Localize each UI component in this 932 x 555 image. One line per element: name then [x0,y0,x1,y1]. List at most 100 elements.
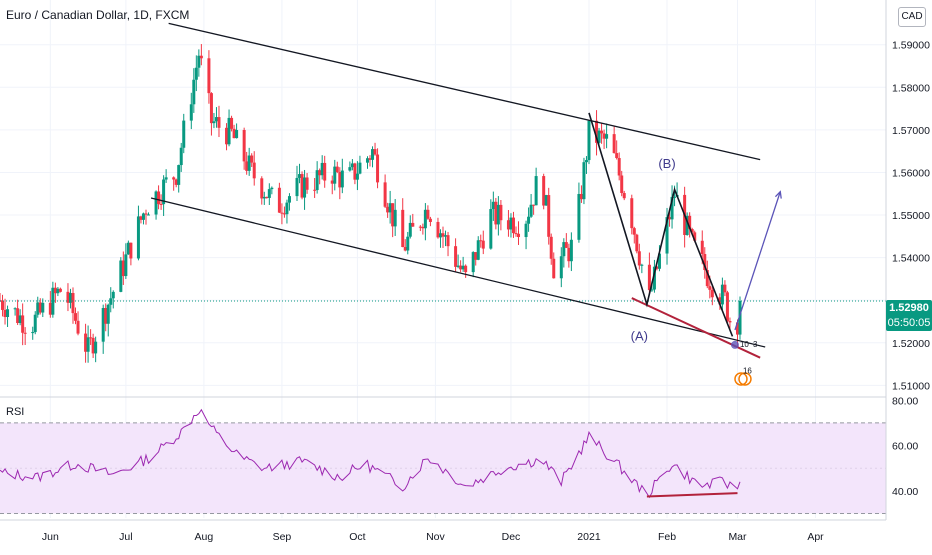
candle-body [58,288,62,292]
candle-body [622,193,626,199]
candle-body [182,120,186,148]
price-tick-label: 1.57000 [892,125,930,137]
candle-body [159,203,163,205]
candle-body [532,204,536,206]
candle-body [157,191,161,204]
candle-body [94,341,98,354]
candle-body [235,130,239,139]
candle-body [605,134,609,139]
rsi-divergence-line [646,492,738,498]
candle-body [511,217,515,234]
time-tick-label: Oct [349,531,365,543]
time-tick-label: Sep [273,531,292,543]
candle-body [154,191,158,215]
candle-body [544,195,548,206]
rsi-tick-label: 40.00 [892,486,918,498]
candle-body [476,240,480,260]
candle-body [56,288,60,294]
candle-body [446,235,450,247]
candle-body [355,173,359,180]
candle-body [245,161,249,171]
candle-body [441,233,445,237]
candle-body [232,128,236,139]
candle-body [162,179,166,205]
candle-body [194,67,198,80]
candle-body [690,229,694,233]
candle-body [456,265,460,267]
candle-body [474,252,478,260]
candle-body [101,308,105,342]
price-divergence-line [631,297,761,359]
candle-body [260,178,264,199]
candle-body [126,242,130,255]
candle-body [144,213,148,215]
candle-body [461,265,465,270]
candle-body [277,187,281,213]
candle-body [33,314,37,333]
candle-body [421,226,425,229]
time-tick-label: Mar [728,531,747,543]
candle-body [670,196,674,220]
event-label: 16 [743,366,752,375]
candle-body [494,201,498,225]
candle-body [66,291,70,303]
candle-body [406,236,410,251]
candle-body [250,155,254,163]
candle-body [559,256,563,279]
candle-body [89,337,93,339]
candle-body [584,160,588,163]
candle-body [438,233,442,238]
candle-body [637,251,641,266]
candle-body [315,170,319,191]
candle-body [479,240,483,242]
candle-body [393,209,397,227]
candle-body [174,179,178,185]
candle-body [212,121,216,124]
currency-badge[interactable]: CAD [898,7,926,27]
candle-body [514,233,518,235]
candle-body [252,162,256,179]
candle-body [600,130,604,134]
rsi-band-fill [0,422,886,514]
candle-body [509,217,513,230]
candle-body [217,117,221,128]
candle-body [21,315,25,333]
candle-body [569,239,573,262]
rsi-tick-label: 80.00 [892,395,918,407]
candle-body [298,174,302,178]
candle-body [620,175,624,194]
candle-body [305,177,309,190]
candle-body [227,117,231,145]
candle-body [549,236,553,259]
candle-body [18,315,22,323]
candle-body [368,158,372,160]
time-tick-label: Jun [42,531,59,543]
candle-body [199,55,203,59]
time-tick-label: 2021 [577,531,601,543]
candle-body [38,302,42,313]
time-tick-label: Feb [658,531,676,543]
candle-body [53,287,57,294]
candle-body [300,174,304,198]
rsi-tick-label: 60.00 [892,441,918,453]
candle-body [411,222,415,227]
candle-body [335,166,339,173]
candle-body [197,55,201,68]
axis-layer: 1.51000 1.52000 1.54000 1.55000 1.56000 1.570… [0,0,930,543]
candle-body [615,153,619,159]
rsi-band-layer [0,422,886,514]
candle-body [48,302,52,315]
candle-layer [0,44,742,363]
candle-body [459,265,463,270]
candle-body [74,313,78,321]
candle-body [703,254,707,271]
candle-body [547,195,551,237]
candle-body [6,309,10,318]
chart-title: Euro / Canadian Dollar, 1D, FXCM [6,8,190,22]
candle-body [371,149,375,160]
candle-body [139,216,143,220]
candle-body [1,300,5,310]
candle-body [280,212,284,214]
lower-channel-line [150,197,766,348]
candle-body [36,302,40,315]
